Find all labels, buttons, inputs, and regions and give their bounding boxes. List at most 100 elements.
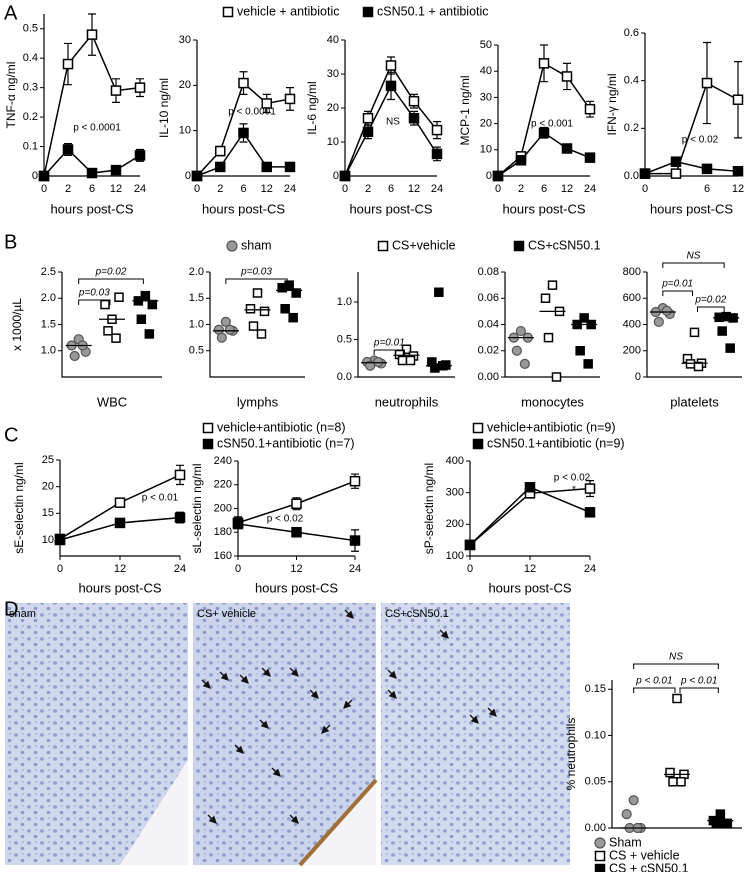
data-point [174, 512, 186, 523]
data-point [689, 327, 700, 338]
data-point [584, 152, 596, 163]
data-point [365, 360, 376, 371]
data-point [191, 170, 203, 182]
bracket-label: NS [669, 652, 683, 663]
series-line [497, 131, 591, 177]
data-point [714, 312, 724, 323]
x-tick-label: 2 [518, 183, 524, 195]
y-tick-label: 0.06 [478, 292, 499, 304]
x-tick-label: 2 [217, 183, 223, 195]
data-point [385, 60, 397, 71]
series-line [644, 160, 739, 175]
bracket-label: p=0.03 [240, 267, 272, 278]
data-point [373, 356, 384, 368]
data-point [114, 517, 126, 529]
data-point [515, 325, 526, 337]
data-point [284, 93, 296, 105]
x-tick-label: 24 [134, 183, 146, 195]
x-tick-label: 0 [235, 563, 241, 575]
y-tick-label: 0.05 [585, 776, 606, 788]
y-tick-label: 2.0 [189, 266, 204, 278]
x-axis-label: hours post-CS [202, 201, 285, 216]
y-tick-label: 20 [327, 102, 339, 114]
x-tick-label: 12 [408, 183, 420, 195]
data-point [248, 321, 259, 331]
y-tick-label: 20 [179, 79, 191, 91]
legend-label: vehicle+antibiotic (n=9) [487, 420, 616, 434]
data-point [701, 163, 713, 175]
x-tick-label: 24 [584, 183, 596, 195]
significance-bracket [78, 278, 144, 284]
legend-marker [377, 240, 389, 252]
legend-marker [222, 6, 234, 18]
data-point [561, 71, 573, 82]
x-tick-label: 2 [65, 183, 71, 195]
data-point [628, 795, 639, 806]
y-tick-label: 200 [623, 345, 641, 357]
x-tick-label: 0 [342, 183, 348, 195]
y-tick-label: 180 [214, 526, 232, 538]
data-point [215, 161, 226, 173]
legend-label: vehicle + antibiotic [237, 4, 340, 18]
data-point [62, 144, 74, 155]
data-point [401, 344, 412, 354]
data-point [259, 306, 270, 317]
micrograph-cSN50 [381, 603, 570, 865]
data-point [583, 359, 593, 369]
y-tick-label: 0.08 [478, 266, 499, 278]
y-axis-label: MCP-1 ng/ml [458, 75, 472, 145]
data-point [362, 112, 374, 124]
y-axis-label: sE-selectin ng/ml [12, 462, 26, 553]
x-tick-label: 2 [365, 183, 371, 195]
y-tick-label: 0 [32, 170, 38, 182]
y-tick-label: 30 [327, 68, 339, 80]
data-point [69, 350, 80, 362]
y-axis-label: TNF-α ng/ml [4, 62, 18, 129]
y-tick-label: 0 [185, 170, 191, 182]
legend-marker [202, 422, 214, 434]
legend-marker [472, 438, 484, 450]
y-tick-label: 0.02 [478, 345, 499, 357]
x-axis-label: hours post-CS [255, 580, 338, 595]
data-point [547, 280, 558, 290]
y-tick-label: 100 [446, 550, 464, 562]
y-tick-label: 10 [480, 144, 492, 156]
x-tick-label: 6 [388, 183, 394, 195]
data-point [717, 326, 727, 336]
y-tick-label: 15 [42, 507, 54, 519]
legend-marker [362, 6, 374, 18]
legend-label: CS+cSN50.1 [528, 238, 601, 252]
data-point [621, 809, 632, 820]
legend-label: cSN50.1+antibiotic (n=7) [217, 436, 355, 450]
x-tick-label: 6 [89, 183, 95, 195]
data-point [464, 539, 476, 551]
annotation: p < 0.02 [682, 135, 719, 146]
x-tick-label: 12 [114, 563, 126, 575]
data-point [252, 288, 263, 298]
y-tick-label: 2.5 [41, 266, 56, 278]
data-point [719, 818, 730, 829]
data-point [519, 358, 530, 369]
x-tick-label: 24 [284, 183, 296, 195]
x-tick-label: 24 [431, 183, 443, 195]
micrograph-vehicle [193, 603, 378, 867]
panel-label: C [4, 424, 18, 446]
data-point [431, 124, 443, 136]
x-tick-label: 0 [642, 183, 648, 195]
legend-label: vehicle+antibiotic (n=8) [217, 420, 346, 434]
legend-marker [472, 422, 484, 434]
y-tick-label: 40 [327, 34, 339, 46]
data-point [665, 767, 675, 778]
axis-line [644, 33, 738, 177]
data-point [405, 355, 416, 366]
x-tick-label: 0 [467, 563, 473, 575]
y-tick-label: 240 [214, 455, 232, 467]
x-tick-label: 24 [349, 563, 361, 575]
data-point [685, 359, 696, 369]
data-point [256, 329, 267, 339]
data-point [584, 103, 596, 115]
legend-marker [594, 837, 606, 849]
data-point [291, 288, 301, 298]
y-tick-label: 0.5 [23, 23, 38, 35]
